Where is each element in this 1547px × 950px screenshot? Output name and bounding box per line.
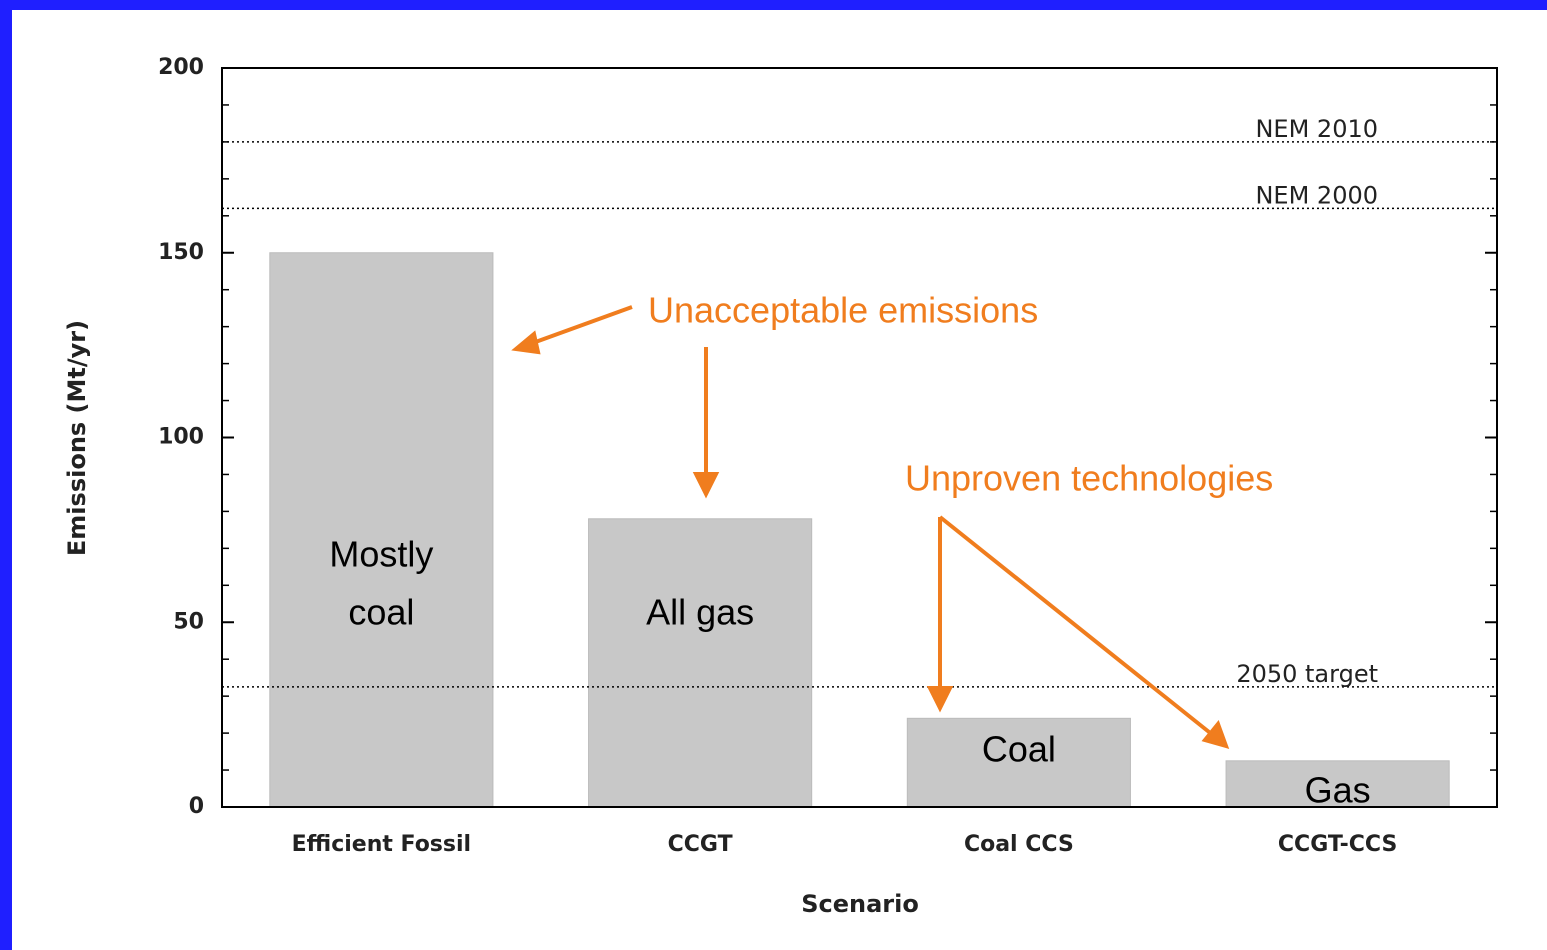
x-tick-label: CCGT — [668, 832, 733, 857]
bar — [588, 518, 813, 808]
reference-label: NEM 2010 — [1255, 115, 1378, 143]
arrow-head — [926, 686, 954, 713]
bar — [906, 717, 1131, 808]
bar-label: coal — [348, 592, 414, 633]
arrow-head — [511, 330, 541, 355]
arrows — [511, 305, 1230, 749]
x-tick-label: Efficient Fossil — [292, 832, 471, 857]
bar-label: Gas — [1305, 770, 1371, 811]
frame-top — [0, 0, 1547, 10]
arrow-head — [1201, 719, 1230, 749]
bar — [269, 252, 494, 808]
y-axis-title: Emissions (Mt/yr) — [63, 320, 91, 556]
x-tick-label: Coal CCS — [964, 832, 1074, 857]
x-axis-title: Scenario — [801, 890, 919, 918]
annotation: Unproven technologies — [905, 458, 1273, 499]
plot-frame — [221, 67, 1498, 808]
reference-label: NEM 2000 — [1255, 181, 1378, 209]
bar-label: All gas — [646, 592, 754, 633]
plot: 0 50 100 150 200 Efficient Fossil CCGT Coal CCS… — [158, 55, 1497, 857]
annotation: Unacceptable emissions — [648, 290, 1038, 331]
bar — [1225, 760, 1450, 808]
frame-left — [0, 0, 12, 950]
y-tick-label: 200 — [158, 55, 204, 80]
x-tick-label: CCGT-CCS — [1278, 832, 1397, 857]
arrow — [938, 515, 1216, 738]
y-tick-label: 150 — [158, 240, 204, 265]
y-tick-label: 100 — [158, 425, 204, 450]
bar-label: Mostly — [329, 534, 433, 575]
arrow — [529, 305, 633, 346]
reference-label: 2050 target — [1236, 660, 1378, 688]
y-tick-label: 0 — [189, 794, 204, 819]
arrow-head — [692, 472, 720, 499]
y-tick-label: 50 — [173, 609, 204, 634]
bar-label: Coal — [982, 729, 1056, 770]
